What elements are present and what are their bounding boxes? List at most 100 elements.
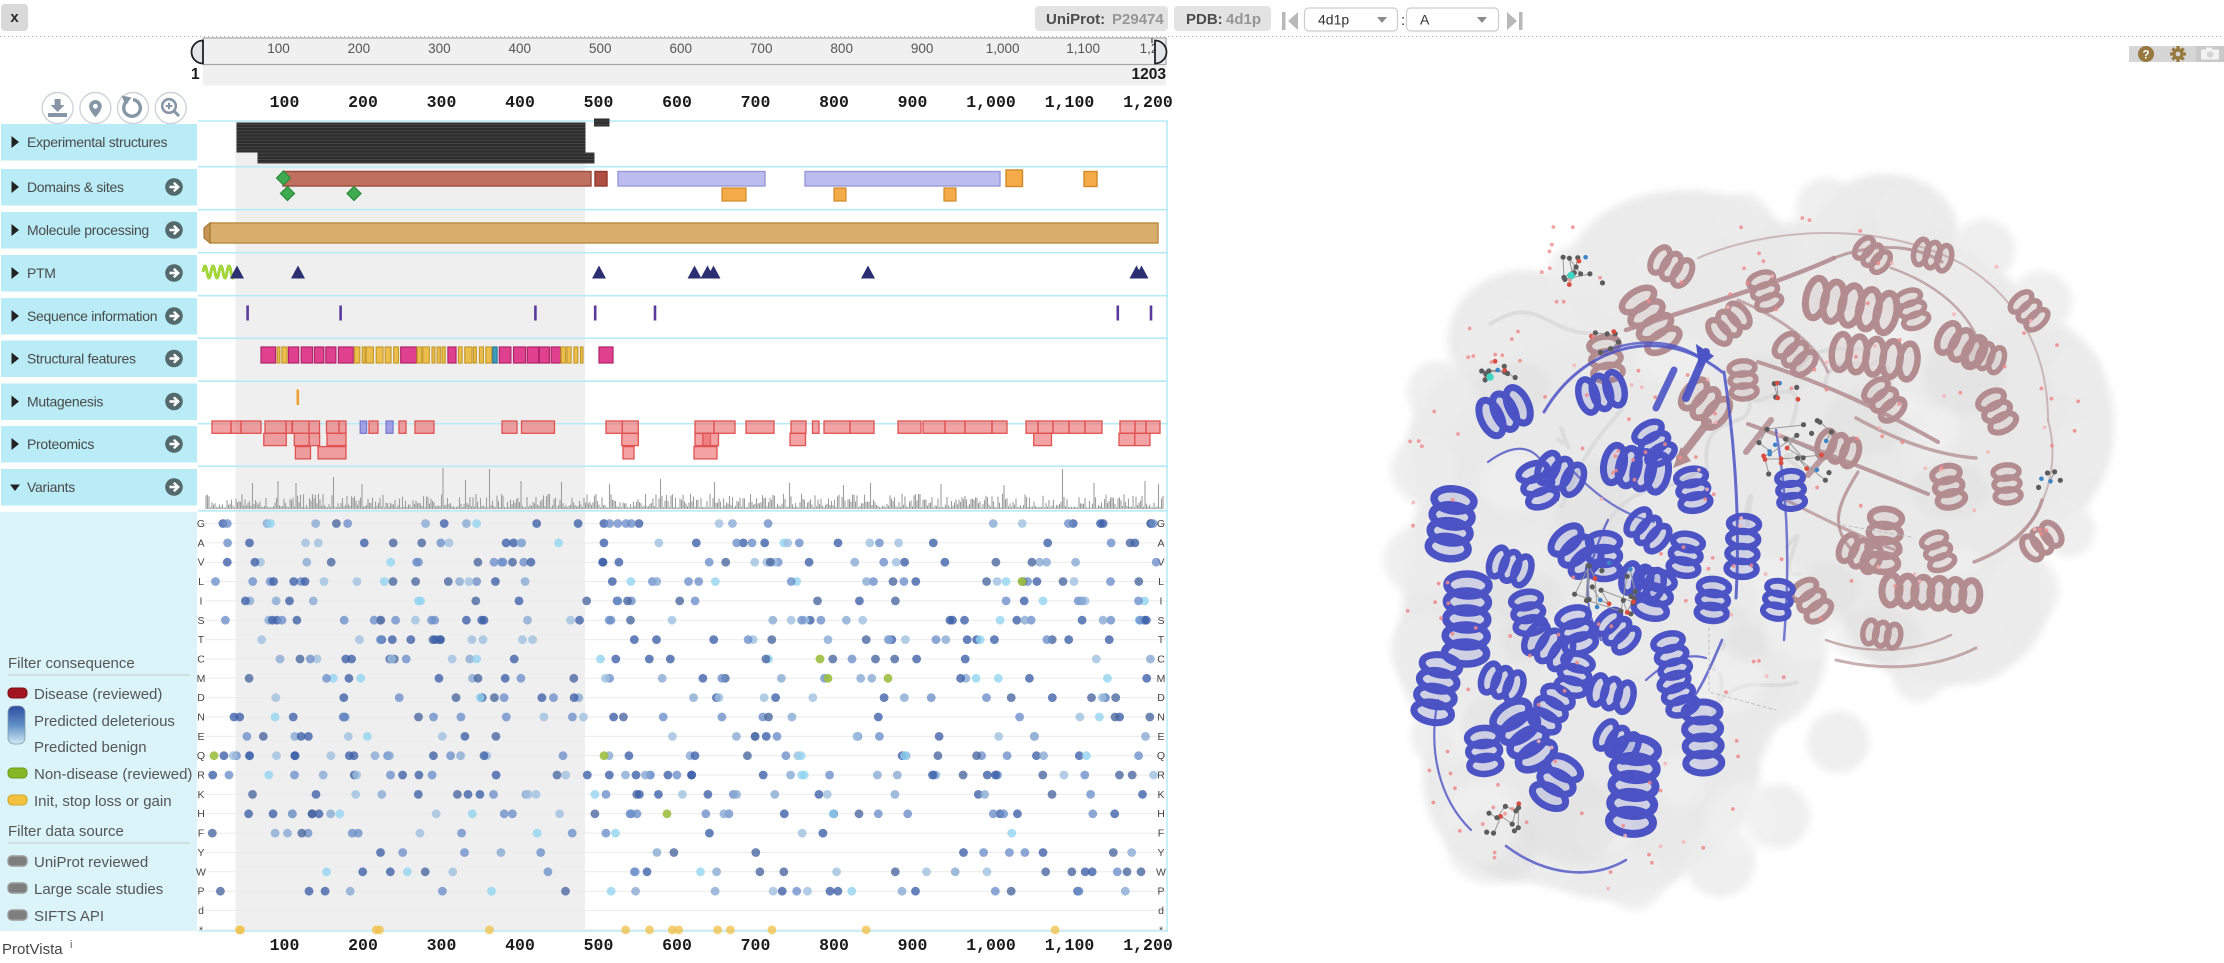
svg-text:C: C [197,654,205,666]
svg-text:500: 500 [584,93,614,112]
svg-text:N: N [1157,712,1165,724]
svg-text:1,000: 1,000 [966,936,1016,955]
svg-text:Structural features: Structural features [27,351,136,367]
svg-text:T: T [1158,634,1165,646]
svg-text:I: I [1160,595,1163,607]
svg-text:4d1p: 4d1p [1318,12,1349,28]
svg-text:1,200: 1,200 [1123,93,1173,112]
svg-text:Variants: Variants [27,479,75,495]
svg-text:1,200: 1,200 [1123,936,1173,955]
svg-text:1,2: 1,2 [1140,41,1159,56]
svg-text:1,000: 1,000 [986,41,1020,56]
svg-text:400: 400 [509,41,532,56]
svg-text:D: D [1157,692,1165,704]
svg-text:Q: Q [1157,750,1165,762]
svg-text:K: K [1157,789,1164,801]
svg-text:S: S [1157,615,1164,627]
svg-text:A: A [1420,12,1430,28]
svg-text:S: S [197,615,204,627]
svg-text:600: 600 [662,936,692,955]
svg-text:Y: Y [1157,847,1164,859]
svg-text:P29474: P29474 [1112,11,1164,28]
svg-text:Large scale studies: Large scale studies [34,881,163,898]
svg-text:C: C [1157,654,1165,666]
svg-text:500: 500 [584,936,614,955]
svg-text:E: E [197,731,204,743]
svg-text:Domains & sites: Domains & sites [27,179,124,195]
svg-text::: : [1401,12,1405,29]
svg-text:Molecule processing: Molecule processing [27,222,149,238]
svg-text:1,000: 1,000 [966,93,1016,112]
svg-text:I: I [200,595,203,607]
svg-text:M: M [1157,673,1166,685]
svg-text:1,100: 1,100 [1066,41,1100,56]
svg-text:800: 800 [830,41,853,56]
svg-text:E: E [1157,731,1164,743]
svg-text:Experimental structures: Experimental structures [27,134,167,150]
svg-text:A: A [1157,537,1164,549]
svg-text:1203: 1203 [1132,66,1167,83]
svg-text:100: 100 [270,936,300,955]
svg-text:Y: Y [197,847,204,859]
svg-text:V: V [197,557,204,569]
svg-text:700: 700 [741,93,771,112]
svg-text:1: 1 [191,66,200,83]
svg-text:L: L [1158,576,1164,588]
svg-text:R: R [1157,770,1165,782]
svg-text:P: P [197,886,204,898]
svg-text:800: 800 [819,936,849,955]
svg-text:W: W [1156,866,1166,878]
svg-text:200: 200 [348,936,378,955]
svg-text:V: V [1157,557,1164,569]
svg-text:L: L [198,576,204,588]
svg-text:200: 200 [348,41,371,56]
svg-text:4d1p: 4d1p [1226,11,1261,28]
svg-text:Proteomics: Proteomics [27,436,94,452]
svg-text:F: F [1158,828,1164,840]
svg-text:?: ? [2142,50,2149,62]
svg-text:K: K [197,789,204,801]
svg-text:P: P [1157,886,1164,898]
svg-text:Q: Q [197,750,205,762]
svg-text:600: 600 [662,93,692,112]
svg-text:Filter consequence: Filter consequence [8,655,135,672]
svg-text:Non-disease (reviewed): Non-disease (reviewed) [34,766,192,783]
svg-text:500: 500 [589,41,612,56]
svg-text:600: 600 [670,41,693,56]
svg-text:Mutagenesis: Mutagenesis [27,394,103,410]
svg-text:100: 100 [270,93,300,112]
svg-text:900: 900 [898,93,928,112]
svg-text:A: A [197,537,204,549]
svg-text:700: 700 [741,936,771,955]
svg-text:F: F [198,828,204,840]
svg-text:ProtVista: ProtVista [2,941,63,958]
svg-text:Predicted deleterious: Predicted deleterious [34,713,175,730]
svg-text:x: x [10,9,19,26]
svg-text:SIFTS API: SIFTS API [34,908,104,925]
svg-text:800: 800 [819,93,849,112]
svg-text:400: 400 [505,936,535,955]
svg-text:N: N [197,712,205,724]
svg-text:D: D [197,692,205,704]
svg-text:d: d [1158,905,1164,917]
svg-text:400: 400 [505,93,535,112]
svg-text:200: 200 [348,93,378,112]
svg-text:300: 300 [428,41,451,56]
svg-text:H: H [1157,808,1165,820]
svg-text:900: 900 [911,41,934,56]
svg-text:Disease (reviewed): Disease (reviewed) [34,686,162,703]
svg-text:R: R [197,770,205,782]
svg-text:G: G [197,518,205,530]
svg-text:W: W [196,866,206,878]
svg-text:UniProt reviewed: UniProt reviewed [34,854,148,871]
svg-text:G: G [1157,518,1165,530]
svg-text:i: i [70,939,72,951]
svg-text:700: 700 [750,41,773,56]
svg-text:*: * [1159,924,1163,936]
svg-text:*: * [199,924,203,936]
svg-text:Init, stop loss or gain: Init, stop loss or gain [34,793,172,810]
svg-text:Filter data source: Filter data source [8,823,124,840]
svg-text:1,100: 1,100 [1045,93,1095,112]
svg-text:PDB:: PDB: [1186,11,1223,28]
svg-text:PTM: PTM [27,265,56,281]
